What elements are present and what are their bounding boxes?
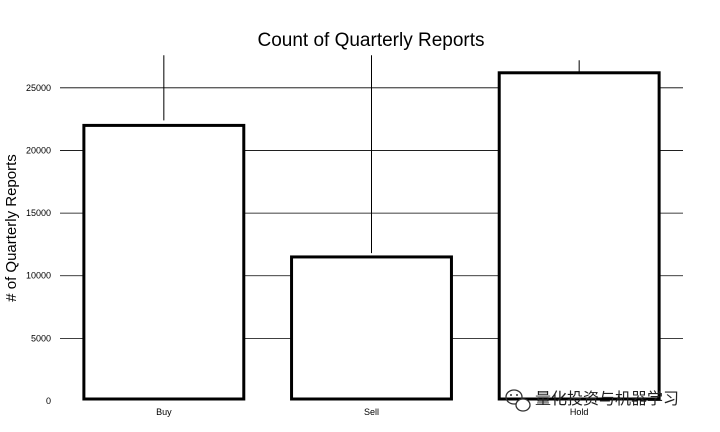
y-tick-label: 25000 (26, 83, 51, 93)
y-axis-label: # of Quarterly Reports (3, 154, 20, 302)
bar (290, 255, 453, 401)
x-tick-labels: Buy Sell Hold (156, 407, 588, 417)
bars (82, 71, 661, 401)
x-tick-label: Buy (156, 407, 172, 417)
chart-title: Count of Quarterly Reports (257, 30, 484, 51)
y-tick-label: 10000 (26, 271, 51, 281)
wechat-icon (505, 389, 531, 412)
y-tick-label: 20000 (26, 145, 51, 155)
x-tick-label: Sell (364, 407, 379, 417)
bar (497, 71, 661, 401)
error-bars (163, 55, 580, 254)
watermark-text: 量化投资与机器学习 (535, 389, 679, 408)
bar (82, 123, 246, 401)
y-tick-label: 0 (46, 396, 51, 406)
y-tick-labels: 0 5000 10000 15000 20000 25000 (26, 83, 51, 406)
watermark: 量化投资与机器学习 (505, 389, 679, 412)
y-tick-label: 5000 (31, 333, 51, 343)
y-tick-label: 15000 (26, 208, 51, 218)
x-tick-label: Hold (570, 407, 589, 417)
